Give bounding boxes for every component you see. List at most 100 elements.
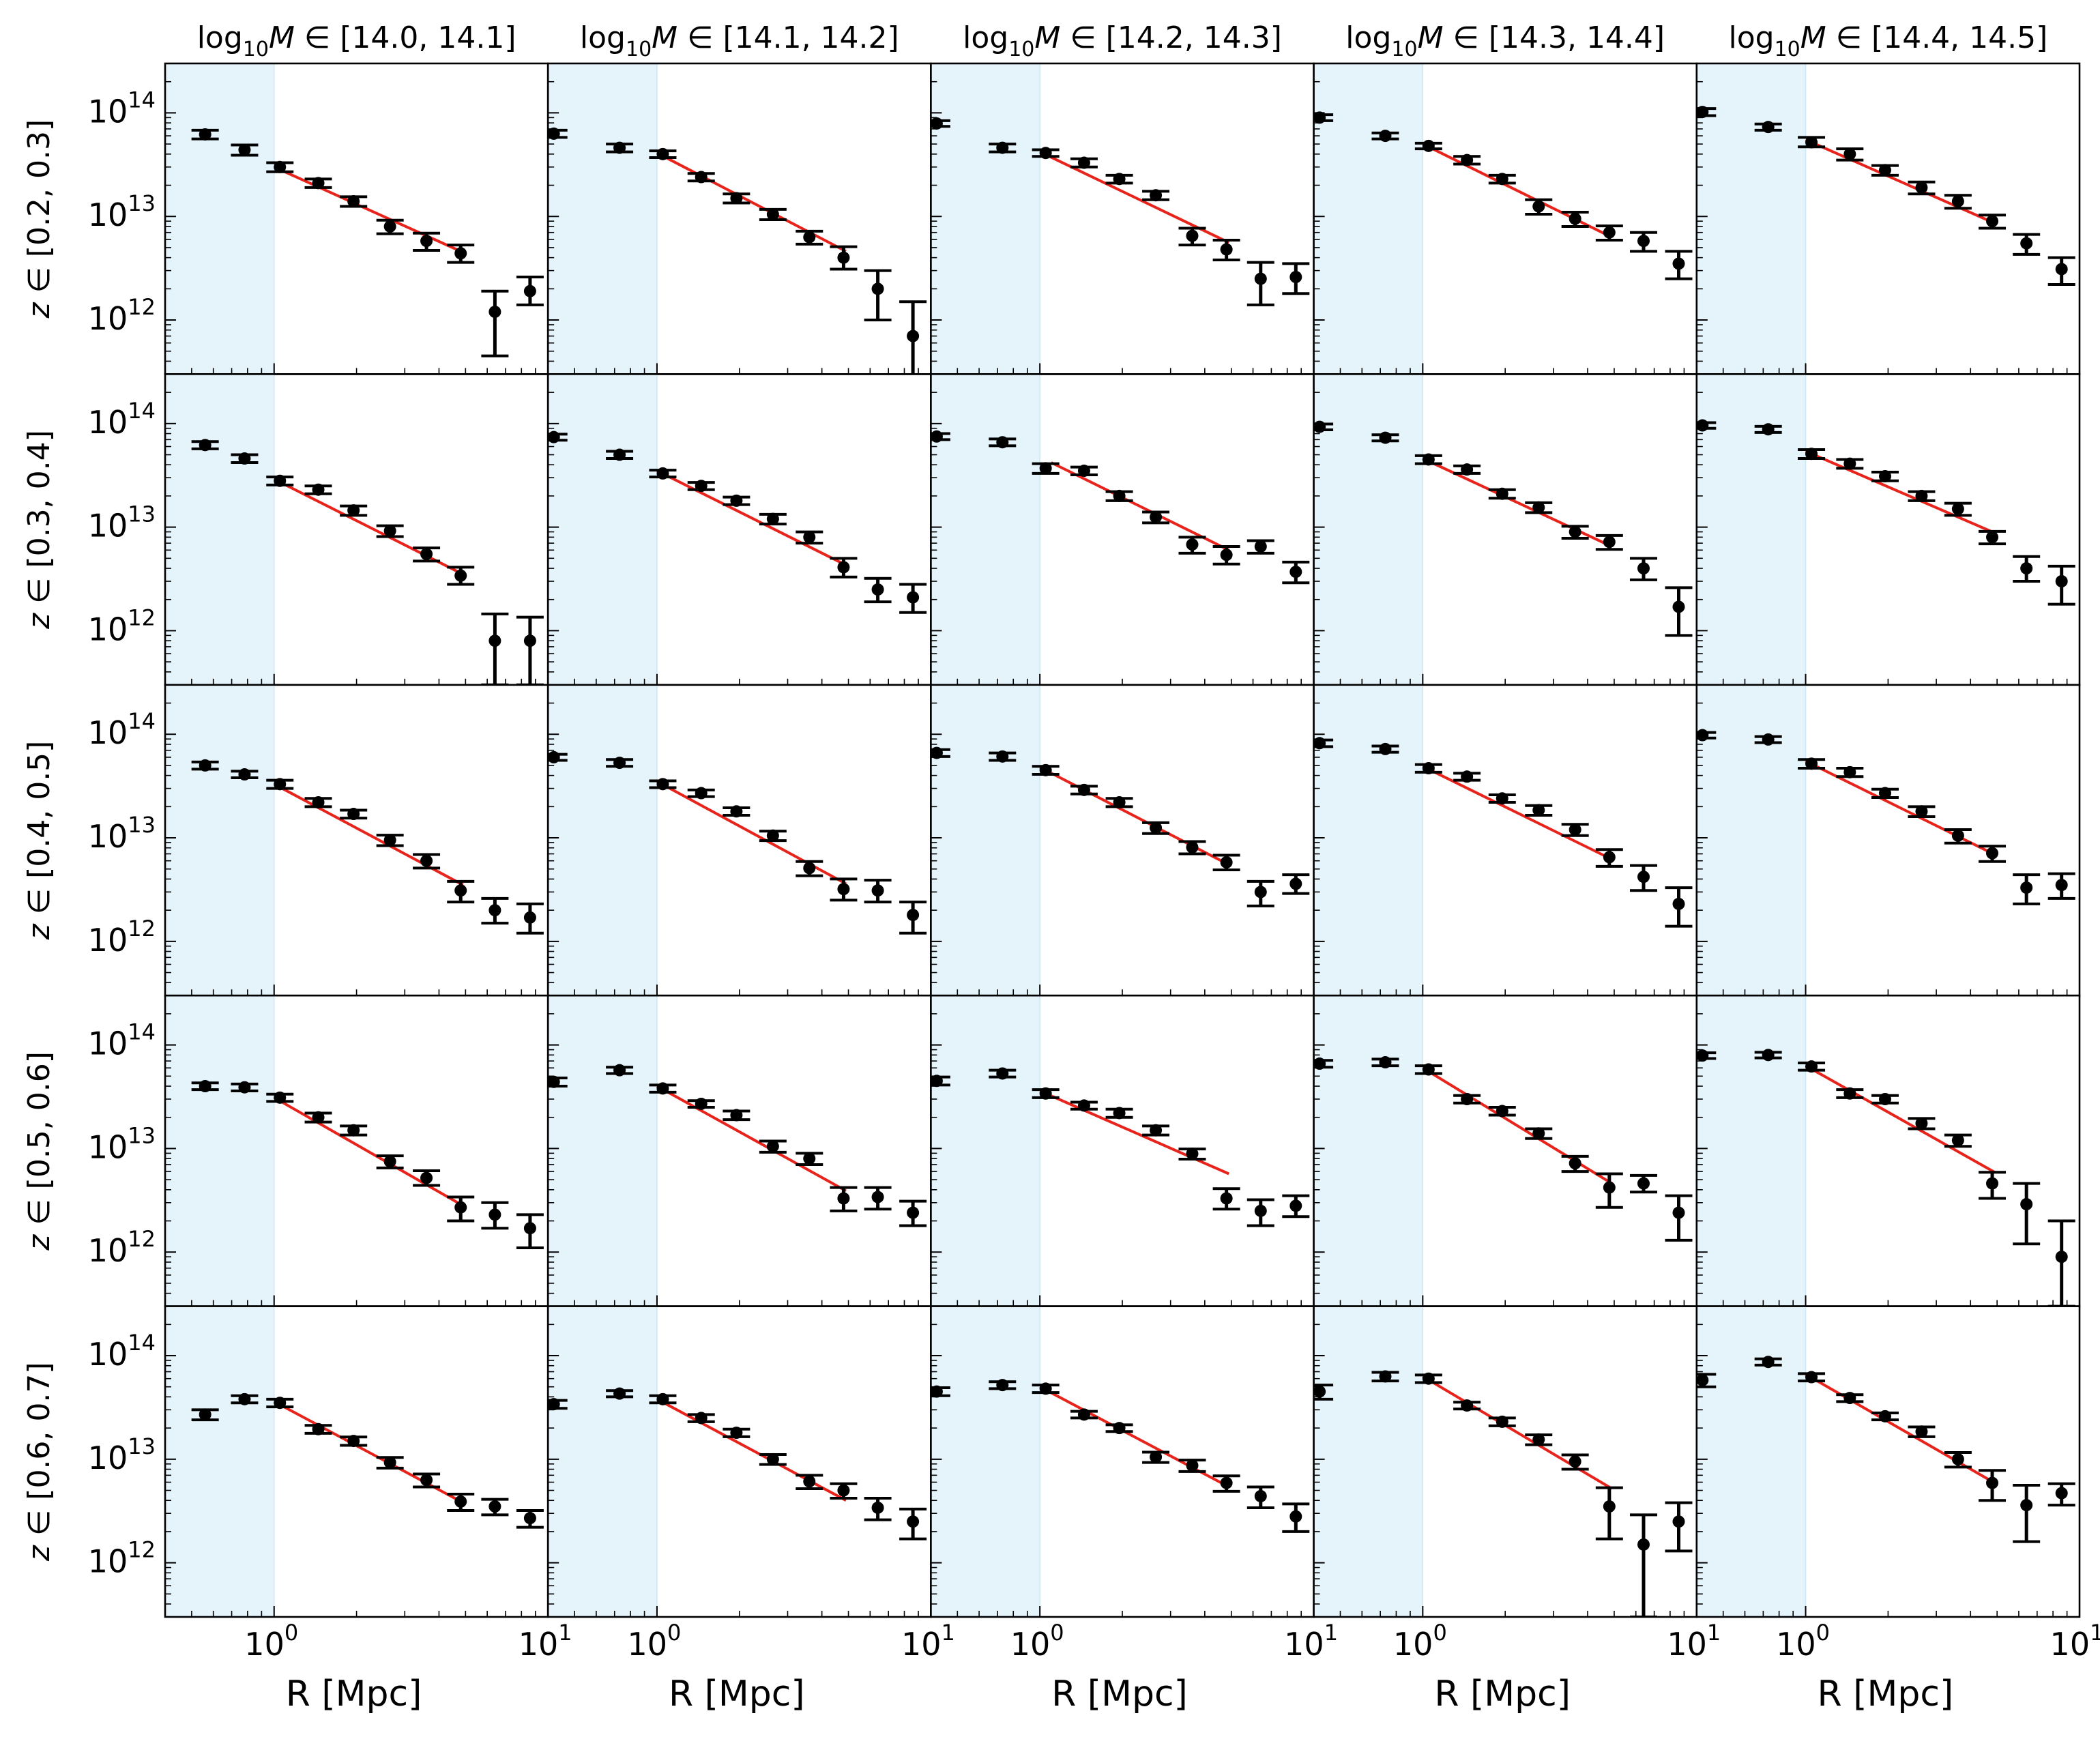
row-label-0: z ∈ [0.2, 0.3] [22, 119, 57, 319]
data-point [1843, 765, 1856, 778]
shaded-region [931, 684, 1040, 996]
data-point [199, 1080, 212, 1093]
data-point [2055, 575, 2068, 587]
data-point [996, 750, 1009, 763]
data-point [488, 1208, 501, 1221]
data-point [837, 1484, 850, 1497]
y-tick-label: 1012 [88, 294, 156, 337]
data-point [656, 778, 669, 791]
panel-plot-area [548, 127, 927, 375]
data-point [1220, 243, 1233, 256]
data-point [613, 141, 626, 154]
data-point [1186, 1148, 1199, 1161]
data-point [931, 1385, 943, 1398]
data-point [1313, 420, 1326, 433]
data-point [613, 448, 626, 461]
shaded-region [1313, 1306, 1423, 1617]
panel-plot-area [931, 1379, 1310, 1533]
x-tick-label: 100 [1776, 1620, 1830, 1663]
data-point [1254, 1489, 1267, 1502]
data-point [656, 1082, 669, 1095]
y-tick-label: 1014 [88, 708, 156, 751]
data-point [454, 884, 467, 897]
panel-plot-area [548, 1064, 927, 1227]
data-point [1150, 821, 1163, 834]
data-point [1672, 1515, 1685, 1528]
panel-grid: 1012101310141012101310141012101310141012… [88, 62, 2081, 1618]
data-point [523, 634, 536, 647]
data-point [1603, 226, 1616, 239]
data-point [907, 330, 920, 342]
data-point [1289, 1199, 1302, 1212]
data-point [996, 436, 1009, 449]
data-point [347, 1124, 360, 1137]
data-point [1696, 1049, 1709, 1062]
shaded-region [1313, 684, 1423, 996]
panel-plot-area [191, 128, 544, 357]
data-point [907, 1206, 920, 1219]
data-point [274, 474, 287, 487]
data-point [907, 591, 920, 604]
data-point [1254, 540, 1267, 553]
data-point [1843, 1392, 1856, 1405]
panel-plot-area [191, 1080, 544, 1249]
data-point [1532, 501, 1545, 514]
data-point [1762, 423, 1775, 436]
data-point [383, 1155, 396, 1168]
panel-r1-c2 [930, 373, 1315, 686]
panel-plot-area [191, 1392, 544, 1529]
data-point [931, 746, 943, 759]
x-axis-label: R [Mpc] [1434, 1674, 1571, 1714]
row-label-1: z ∈ [0.3, 0.4] [22, 430, 57, 630]
data-point [1951, 502, 1964, 515]
data-point [1496, 1105, 1508, 1118]
data-point [1569, 823, 1581, 836]
data-point [1805, 1371, 1818, 1384]
data-point [907, 1515, 920, 1528]
data-point [2020, 1198, 2033, 1211]
data-point [1951, 829, 1964, 842]
shaded-region [931, 995, 1040, 1307]
data-point [1672, 600, 1685, 613]
panel-plot-area [1313, 111, 1693, 280]
row-labels: z ∈ [0.2, 0.3] z ∈ [0.3, 0.4] z ∈ [0.4, 0.… [22, 119, 57, 1562]
data-point [1843, 457, 1856, 470]
data-point [274, 778, 287, 791]
column-title-1: log10M ∈ [14.1, 14.2] [580, 20, 899, 61]
data-point [837, 251, 850, 264]
data-point [1637, 562, 1650, 575]
data-point [454, 247, 467, 260]
data-point [1379, 1370, 1392, 1383]
model-fit-line [273, 1096, 464, 1208]
panel-plot-area [1696, 729, 2075, 905]
data-point [1915, 1425, 1928, 1438]
shaded-region [165, 995, 274, 1307]
data-point [1637, 1538, 1650, 1551]
shaded-region [1696, 63, 1806, 375]
data-point [1603, 536, 1616, 549]
data-point [548, 430, 560, 443]
data-point [523, 911, 536, 924]
data-point [1915, 181, 1928, 194]
data-point [1951, 1134, 1964, 1147]
data-point [199, 759, 212, 772]
data-point [730, 494, 743, 507]
data-point [274, 1397, 287, 1410]
shaded-region [165, 1306, 274, 1617]
shaded-region [1696, 1306, 1806, 1617]
y-tick-label: 1014 [88, 398, 156, 441]
shaded-region [1696, 995, 1806, 1307]
data-point [1637, 235, 1650, 248]
data-point [1422, 453, 1435, 466]
column-titles: log10M ∈ [14.0, 14.1] log10M ∈ [14.1, 14.… [197, 20, 2048, 61]
shaded-region [931, 63, 1040, 375]
data-point [488, 1500, 501, 1513]
data-point [1843, 1087, 1856, 1100]
data-point [2055, 263, 2068, 276]
panel-plot-area [1313, 1370, 1693, 1617]
data-point [199, 1408, 212, 1421]
x-tick-label: 101 [2050, 1620, 2100, 1663]
data-point [1672, 257, 1685, 270]
data-point [1220, 1192, 1233, 1205]
data-point [1696, 106, 1709, 119]
